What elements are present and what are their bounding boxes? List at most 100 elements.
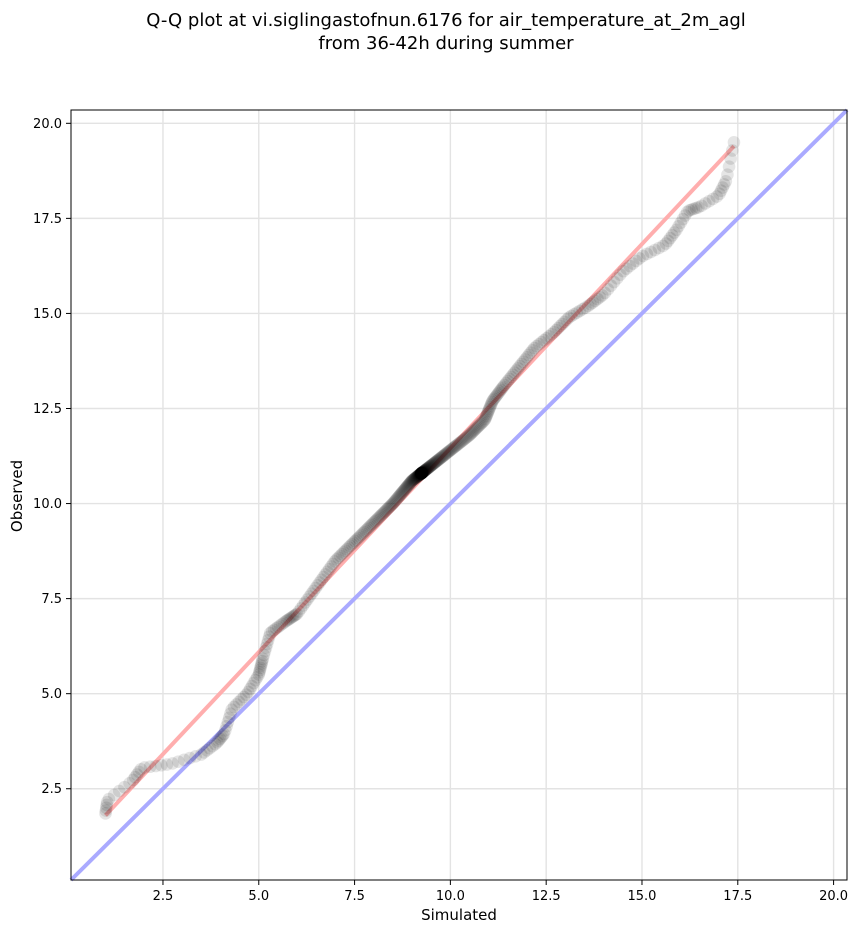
qq-point — [138, 761, 151, 774]
qq-point — [581, 299, 595, 313]
qq-point — [422, 461, 435, 474]
qq-point — [492, 386, 505, 400]
qq-point — [430, 454, 443, 468]
qq-point — [485, 395, 499, 409]
qq-point — [520, 350, 534, 364]
x-tick-label: 10.0 — [436, 889, 465, 904]
qq-point — [242, 685, 255, 699]
x-tick-label: 12.5 — [532, 889, 561, 904]
qq-point — [243, 682, 257, 696]
qq-point — [524, 346, 537, 359]
qq-point — [221, 715, 235, 729]
qq-point — [220, 719, 233, 733]
qq-point — [584, 297, 597, 311]
qq-point — [528, 341, 541, 355]
qq-point — [460, 430, 474, 444]
qq-point — [395, 487, 408, 500]
qq-point — [373, 510, 387, 523]
identity-reference-line — [69, 108, 849, 882]
qq-point — [526, 344, 539, 357]
qq-point — [414, 467, 428, 480]
qq-point — [427, 457, 441, 470]
qq-point — [518, 353, 532, 366]
qq-point — [322, 562, 336, 576]
qq-point — [317, 570, 330, 584]
qq-point — [332, 551, 345, 564]
qq-point — [670, 223, 683, 237]
qq-point — [417, 464, 431, 478]
qq-point — [423, 460, 436, 474]
qq-point — [656, 239, 670, 253]
qq-point — [535, 335, 548, 349]
qq-point — [412, 468, 426, 482]
qq-point — [283, 612, 297, 625]
qq-point — [508, 366, 521, 379]
qq-point — [425, 458, 439, 472]
qq-point — [99, 807, 112, 820]
qq-point — [549, 323, 563, 337]
qq-point — [256, 652, 270, 666]
qq-point — [224, 707, 237, 721]
qq-point — [429, 455, 443, 469]
qq-point — [578, 301, 592, 314]
qq-point — [713, 187, 726, 201]
qq-point — [414, 467, 428, 480]
qq-point — [418, 464, 432, 477]
qq-point — [374, 508, 388, 522]
qq-point — [263, 626, 277, 640]
qq-point — [356, 527, 369, 540]
qq-point — [391, 491, 405, 504]
qq-point — [342, 541, 355, 554]
x-axis-label: Simulated — [421, 906, 497, 924]
qq-point — [330, 553, 343, 566]
qq-point — [307, 584, 320, 598]
qq-point — [409, 471, 422, 485]
qq-point — [417, 465, 430, 479]
qq-point — [357, 525, 371, 539]
qq-point — [480, 407, 494, 421]
qq-point — [262, 630, 276, 644]
qq-point — [676, 212, 690, 226]
qq-point — [337, 546, 350, 559]
qq-point — [359, 524, 372, 538]
qq-point — [443, 444, 457, 457]
qq-point — [166, 757, 179, 770]
qq-point — [441, 445, 455, 459]
qq-point — [427, 457, 440, 471]
qq-point — [562, 311, 576, 324]
qq-point — [126, 773, 140, 787]
qq-point — [481, 406, 495, 419]
qq-point — [130, 768, 144, 781]
qq-point — [227, 700, 241, 714]
qq-point — [706, 192, 720, 206]
qq-point — [570, 306, 584, 319]
qq-point — [419, 463, 432, 477]
qq-point — [398, 482, 412, 496]
qq-point — [661, 234, 675, 248]
qq-point — [424, 459, 438, 472]
qq-point — [719, 174, 733, 188]
qq-point — [467, 424, 481, 438]
qq-point — [617, 264, 630, 278]
qq-point — [384, 498, 398, 512]
qq-point — [453, 436, 466, 450]
qq-point — [425, 458, 438, 472]
qq-point — [607, 275, 621, 289]
qq-point — [553, 319, 567, 333]
qq-point — [419, 463, 433, 477]
qq-point — [210, 735, 224, 749]
x-tick-label: 15.0 — [628, 889, 657, 904]
qq-point — [282, 613, 295, 626]
qq-point — [414, 467, 428, 480]
y-tick-label: 20.0 — [33, 117, 62, 132]
qq-point — [257, 648, 271, 662]
qq-point — [305, 587, 318, 601]
qq-point — [466, 425, 480, 439]
qq-point — [380, 503, 394, 516]
qq-point — [379, 504, 393, 517]
qq-point — [415, 466, 428, 480]
qq-point — [482, 404, 495, 417]
qq-point — [411, 470, 424, 483]
qq-point — [290, 607, 304, 621]
qq-point — [470, 421, 484, 434]
